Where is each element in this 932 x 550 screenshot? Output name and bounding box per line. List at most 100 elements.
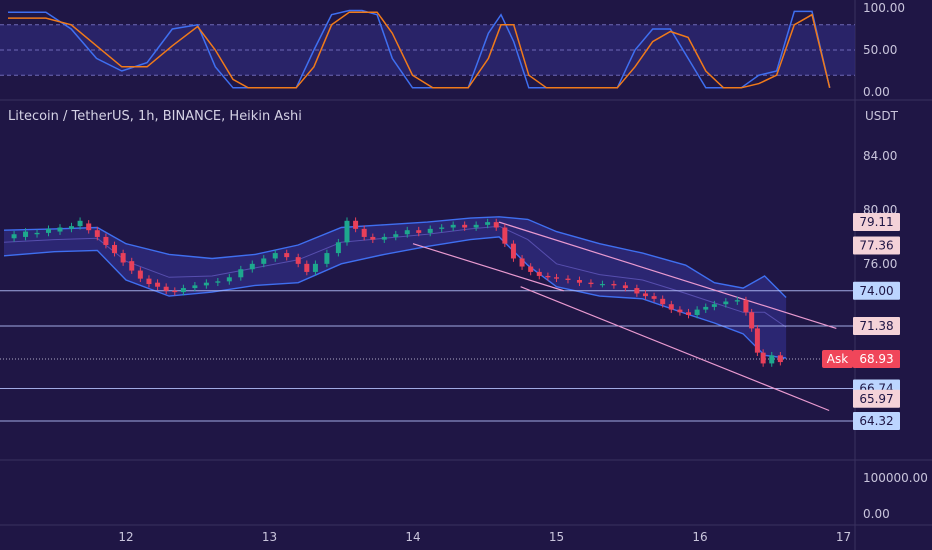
candle-down [686, 312, 692, 315]
candle-up [427, 228, 433, 233]
price-tag-label: 79.11 [859, 215, 893, 229]
candle-up [249, 263, 255, 270]
candle-down [120, 253, 126, 263]
time-tick-label: 17 [836, 530, 851, 544]
candle-up [473, 224, 479, 228]
currency-unit-label: USDT [865, 109, 898, 123]
candle-up [226, 277, 232, 282]
candle-down [137, 270, 143, 279]
price-tag [853, 317, 900, 336]
candle-down [622, 285, 628, 289]
candle-down [668, 304, 674, 310]
candle-down [353, 220, 359, 229]
candle-up [272, 253, 278, 259]
bollinger-lower-line [3, 236, 787, 359]
candle-down [554, 277, 559, 279]
bollinger-band-fill [4, 216, 787, 358]
time-tick-label: 16 [692, 530, 707, 544]
candle-up [599, 284, 605, 286]
candle-up [11, 234, 17, 239]
candle-down [760, 352, 766, 364]
time-tick-label: 15 [549, 530, 564, 544]
candle-down [519, 258, 525, 267]
trend-channel-line [520, 286, 830, 412]
candle-down [642, 293, 648, 297]
candle-up [261, 258, 267, 264]
time-tick-label: 13 [262, 530, 277, 544]
candle-up [769, 355, 775, 364]
candle-down [304, 263, 310, 272]
candle-down [295, 257, 301, 264]
oscillator-tick-label: 0.00 [863, 85, 890, 99]
candle-down [146, 278, 152, 285]
candle-down [510, 243, 516, 259]
candle-down [611, 284, 617, 286]
oscillator-tick-label: 50.00 [863, 43, 897, 57]
candle-down [536, 271, 542, 276]
candle-up [312, 263, 318, 272]
candle-up [180, 288, 186, 293]
trend-channel-line [498, 221, 837, 330]
candle-down [651, 296, 657, 299]
candle-up [203, 282, 209, 286]
bollinger-upper-line [3, 216, 787, 298]
candle-down [129, 261, 135, 271]
candle-up [703, 306, 709, 310]
trend-channel-line [412, 243, 564, 292]
candle-down [155, 282, 161, 287]
candle-down [493, 222, 499, 228]
price-tag [853, 389, 900, 408]
candle-down [462, 224, 468, 228]
candle-down [565, 278, 571, 280]
candle-up [439, 227, 445, 229]
candle-up [485, 222, 491, 225]
candle-down [172, 290, 178, 293]
candle-down [528, 266, 534, 272]
candle-up [393, 234, 399, 237]
candle-up [335, 242, 341, 254]
price-tag [853, 213, 900, 231]
candle-down [777, 355, 783, 363]
candle-down [743, 300, 749, 313]
candle-up [68, 226, 74, 229]
candle-down [502, 227, 508, 244]
candle-up [381, 236, 387, 240]
candle-up [57, 227, 63, 232]
time-tick-label: 12 [118, 530, 133, 544]
candle-up [694, 309, 700, 315]
candle-up [77, 220, 83, 227]
candle-down [163, 286, 169, 291]
candle-up [711, 304, 717, 307]
candle-up [344, 220, 350, 243]
candle-up [450, 224, 456, 228]
candle-down [86, 223, 92, 231]
symbol-title[interactable]: Litecoin / TetherUS, 1h, BINANCE, Heikin… [8, 109, 302, 124]
candle-up [23, 231, 29, 237]
price-tag [853, 412, 900, 430]
candle-up [734, 300, 740, 302]
price-tick-label: 84.00 [863, 149, 897, 163]
candle-down [754, 328, 760, 353]
candle-up [34, 232, 40, 235]
volume-tick-label: 0.00 [863, 507, 890, 521]
price-tag [853, 349, 900, 368]
price-tag-label: 71.38 [859, 319, 893, 333]
candle-down [545, 275, 551, 278]
price-tag-label: 77.36 [859, 239, 893, 253]
candle-down [588, 282, 594, 285]
oscillator-tick-label: 100.00 [863, 1, 905, 15]
bollinger-middle-line [3, 225, 787, 328]
price-tag-label: 68.93 [859, 352, 893, 366]
candle-down [660, 298, 666, 305]
candle-down [677, 309, 683, 313]
candle-up [192, 285, 198, 289]
ask-badge [822, 349, 853, 368]
time-tick-label: 14 [405, 530, 420, 544]
candle-down [416, 230, 422, 233]
price-tag [853, 236, 900, 255]
candle-up [723, 301, 729, 305]
ask-badge-label: Ask [827, 352, 848, 366]
candle-down [103, 236, 109, 246]
